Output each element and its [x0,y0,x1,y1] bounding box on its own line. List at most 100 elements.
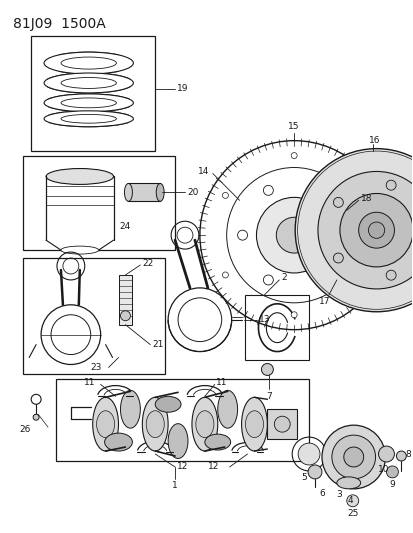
Ellipse shape [44,52,133,74]
Text: 1: 1 [172,481,178,490]
Ellipse shape [96,411,114,438]
Text: 4: 4 [347,496,353,505]
Text: 5: 5 [301,473,306,482]
Circle shape [339,193,412,267]
Ellipse shape [61,246,98,254]
Circle shape [385,180,395,190]
Circle shape [33,414,39,420]
Ellipse shape [168,424,188,458]
Text: 20: 20 [187,188,198,197]
Circle shape [331,216,355,240]
Ellipse shape [44,73,133,93]
Text: 12: 12 [177,463,188,472]
Circle shape [340,230,350,240]
Circle shape [321,425,385,489]
Circle shape [317,172,413,289]
Circle shape [294,149,413,312]
Ellipse shape [124,183,132,201]
Circle shape [359,192,365,198]
Ellipse shape [61,57,116,69]
Text: 19: 19 [177,84,188,93]
Circle shape [263,275,273,285]
Bar [244,295,309,360]
Ellipse shape [61,77,116,88]
Ellipse shape [104,433,132,451]
Ellipse shape [61,98,116,108]
Ellipse shape [120,390,140,428]
Text: 25: 25 [346,508,358,518]
Circle shape [222,272,228,278]
Circle shape [346,495,358,507]
Text: 3: 3 [335,490,341,499]
Ellipse shape [241,397,267,451]
Text: 12: 12 [208,463,219,472]
Circle shape [263,185,273,195]
Text: 26: 26 [19,425,31,434]
Text: 10: 10 [377,465,388,474]
Circle shape [359,272,365,278]
Text: 81J09  1500A: 81J09 1500A [13,17,106,31]
Text: 24: 24 [119,222,131,231]
Text: 22: 22 [142,259,153,268]
Text: 2: 2 [280,273,286,282]
Circle shape [237,230,247,240]
Ellipse shape [245,411,263,438]
Circle shape [326,211,332,217]
Ellipse shape [155,397,180,412]
Circle shape [307,465,321,479]
Circle shape [332,253,342,263]
Text: 14: 14 [198,167,209,176]
Circle shape [222,192,228,198]
Ellipse shape [44,94,133,112]
Ellipse shape [217,390,237,428]
Ellipse shape [192,397,217,451]
Bar [23,156,175,250]
Circle shape [256,197,331,273]
Circle shape [368,222,384,238]
Text: 15: 15 [288,122,299,131]
Circle shape [332,197,342,207]
Text: 21: 21 [152,340,163,349]
Ellipse shape [336,477,360,489]
Ellipse shape [156,183,164,201]
Ellipse shape [93,397,118,451]
Ellipse shape [204,434,230,450]
Bar [118,275,132,325]
Circle shape [261,364,273,375]
Bar [267,409,297,439]
Circle shape [385,270,395,280]
Ellipse shape [44,111,133,127]
Circle shape [314,275,324,285]
Text: 16: 16 [368,136,379,145]
Circle shape [396,451,405,461]
Ellipse shape [146,411,164,438]
Circle shape [331,435,375,479]
Text: 9: 9 [389,480,394,489]
Circle shape [358,212,394,248]
Text: 13: 13 [259,315,270,324]
Bar [56,379,309,461]
Text: 11: 11 [215,378,227,387]
Circle shape [314,185,324,195]
Text: 18: 18 [360,194,371,203]
Circle shape [297,443,319,465]
Text: 6: 6 [318,489,324,498]
Circle shape [343,447,363,467]
Text: 23: 23 [90,363,101,372]
Text: 8: 8 [404,449,410,458]
Text: 17: 17 [318,297,330,306]
Ellipse shape [327,198,359,258]
Ellipse shape [195,411,214,438]
Circle shape [290,312,297,318]
Circle shape [290,152,297,158]
Circle shape [386,466,397,478]
Bar [23,258,165,375]
Circle shape [326,239,332,245]
Circle shape [274,416,290,432]
Ellipse shape [61,115,116,123]
Text: 7: 7 [266,392,272,401]
Circle shape [377,446,394,462]
Bar [31,36,155,151]
Circle shape [354,211,360,217]
Ellipse shape [142,397,168,451]
